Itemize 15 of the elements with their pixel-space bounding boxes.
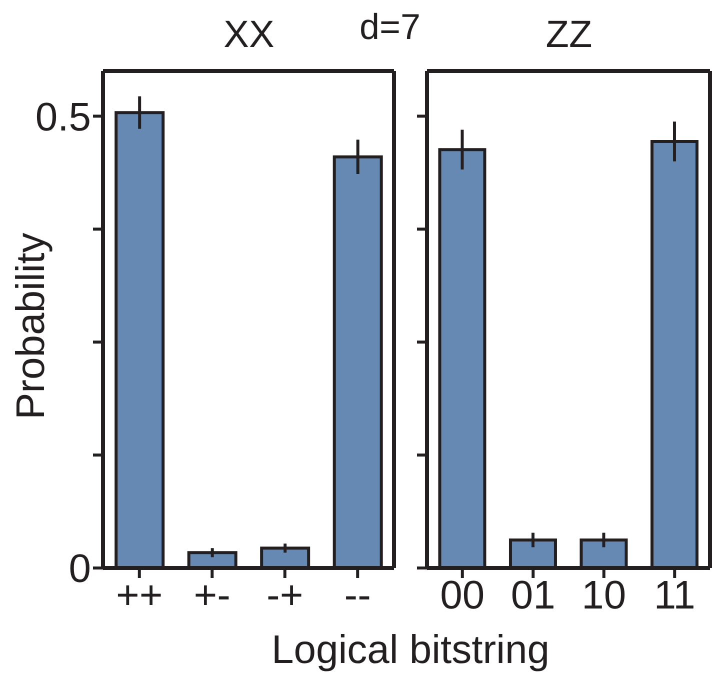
text: d=7	[358, 6, 422, 48]
y-tick-label: 0	[68, 547, 91, 592]
chart-title: ZZ	[544, 14, 594, 57]
x-tick-label: -+	[266, 573, 304, 618]
y-axis-title: Probability	[9, 232, 54, 420]
chart-title: XX	[224, 14, 274, 56]
x-tick-label: 00	[440, 573, 485, 618]
x-tick-label: 11	[654, 573, 696, 618]
x-tick-label: 10	[582, 573, 626, 618]
x-tick-label: ++	[116, 573, 163, 618]
x-tick-label: 01	[510, 573, 556, 618]
x-tick-label: --	[344, 573, 371, 618]
x-tick-label: +-	[194, 573, 230, 618]
x-axis-title: Logical bitstring	[270, 628, 550, 673]
y-tick-label: 0.5	[35, 95, 91, 140]
